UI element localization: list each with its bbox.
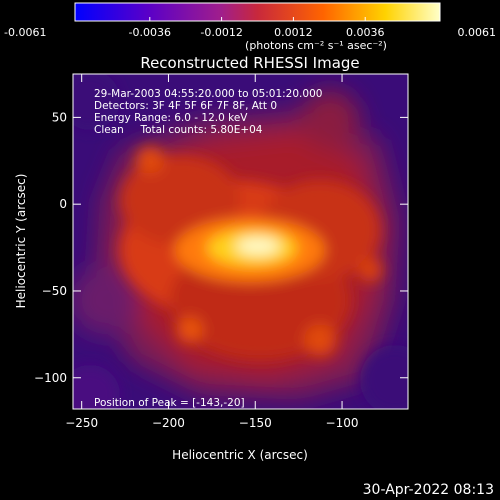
y-axis-ticks: −100 −50 0 50 bbox=[34, 110, 408, 385]
colorbar bbox=[74, 2, 441, 22]
colorbar-units: (photons cm⁻² s⁻¹ asec⁻²) bbox=[245, 39, 387, 52]
x-tick-label: −100 bbox=[326, 416, 359, 430]
heatmap-image bbox=[73, 74, 408, 409]
x-tick-label: −150 bbox=[239, 416, 272, 430]
x-axis-label: Heliocentric X (arcsec) bbox=[172, 448, 308, 462]
annotation-time: 29-Mar-2003 04:55:20.000 to 05:01:20.000 bbox=[94, 88, 322, 100]
annotation-energy: Energy Range: 6.0 - 12.0 keV bbox=[94, 112, 248, 124]
colorbar-tick-label: -0.0012 bbox=[200, 26, 242, 39]
y-tick-label: −100 bbox=[34, 371, 67, 385]
annotation-counts: Clean Total counts: 5.80E+04 bbox=[94, 124, 263, 136]
colorbar-tick-label: 0.0012 bbox=[274, 26, 313, 39]
y-axis-label: Heliocentric Y (arcsec) bbox=[14, 174, 28, 309]
x-tick-label: −250 bbox=[65, 416, 98, 430]
plot-frame bbox=[72, 73, 409, 410]
colorbar-tick-label: 0.0061 bbox=[458, 26, 497, 39]
y-tick-label: 50 bbox=[52, 110, 67, 124]
peak-position-label: Position of Peak = [-143,-20] bbox=[94, 397, 245, 409]
colorbar-tick-label: 0.0036 bbox=[346, 26, 385, 39]
annotation-detectors: Detectors: 3F 4F 5F 6F 7F 8F, Att 0 bbox=[94, 100, 277, 112]
x-axis-ticks: −250 −200 −150 −100 bbox=[65, 74, 359, 430]
x-tick-label: −200 bbox=[152, 416, 185, 430]
y-tick-label: −50 bbox=[42, 284, 67, 298]
colorbar-ticks: -0.0061 -0.0036 -0.0012 0.0012 0.0036 0.0061 bbox=[4, 17, 496, 39]
colorbar-tick-label: -0.0036 bbox=[129, 26, 171, 39]
footer-date: 30-Apr-2022 08:13 bbox=[363, 482, 494, 498]
y-tick-label: 0 bbox=[59, 197, 67, 211]
chart-title: Reconstructed RHESSI Image bbox=[140, 54, 359, 72]
colorbar-tick-label: -0.0061 bbox=[4, 26, 46, 39]
